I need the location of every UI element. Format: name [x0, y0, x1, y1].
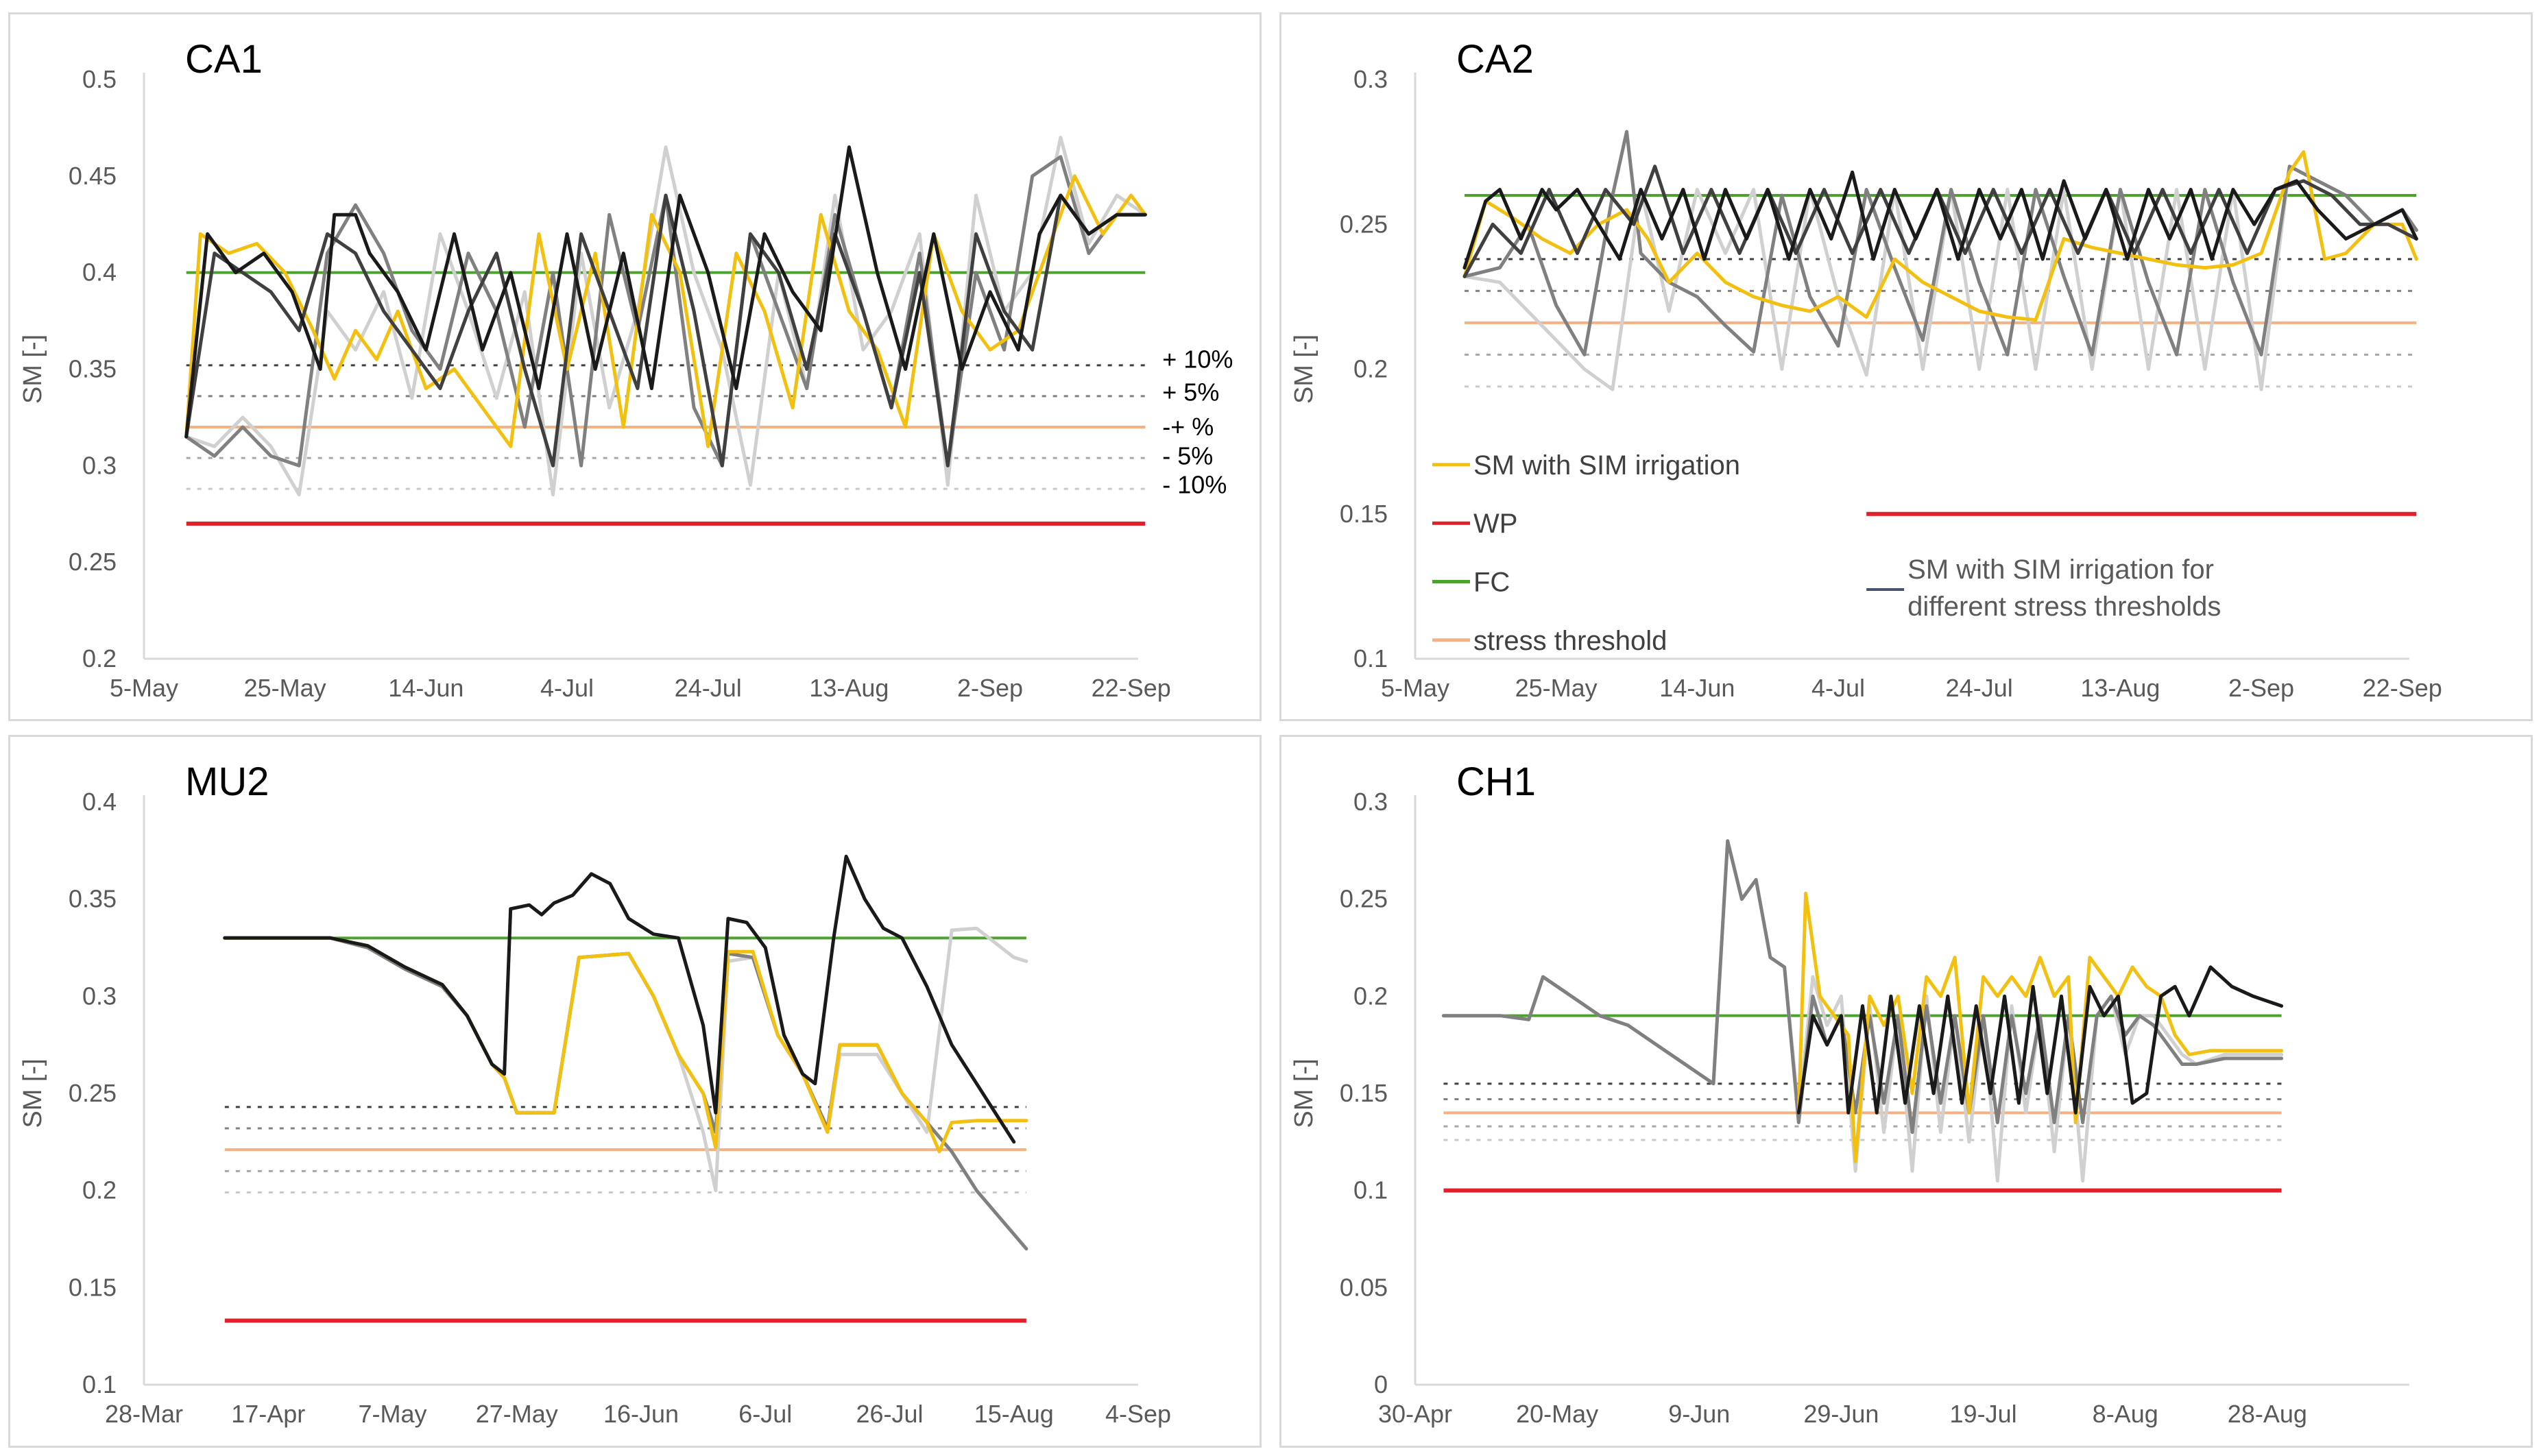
chart-1-x-tick-label: 13-Aug: [2080, 674, 2160, 702]
chart-1-legend-label-fc: FC: [1473, 567, 1510, 597]
chart-1-x-tick-label: 2-Sep: [2228, 674, 2294, 702]
chart-1-x-tick-label: 24-Jul: [1946, 674, 2013, 702]
chart-panel-mu2: 0.4 0.35 0.3 0.25 0.2 0.15 0.1 28-Mar 17-Apr 7-Ma…: [8, 735, 1262, 1448]
chart-2-x-tick-label: 17-Apr: [231, 1400, 305, 1428]
chart-2-x-tick-label: 7-May: [358, 1400, 426, 1428]
chart-0-x-tick-label: 25-May: [244, 674, 326, 702]
chart-2-y-tick-label: 0.35: [69, 885, 117, 913]
chart-2-y-tick-label: 0.4: [82, 788, 117, 816]
chart-3-y-tick-label: 0.3: [1353, 788, 1388, 816]
chart-panel-ch1: 0.3 0.25 0.2 0.15 0.1 0.05 0 30-Apr 20-May 9-Jun 2…: [1279, 735, 2533, 1448]
chart-3-x-tick-label: 8-Aug: [2093, 1400, 2158, 1428]
chart-3-y-tick-label: 0.05: [1340, 1273, 1388, 1301]
chart-2-series-line-5: [223, 936, 1028, 1251]
chart-1-series-line-sm-with-sim-irrigation: [1462, 150, 2418, 322]
chart-0-y-tick-label: 0.2: [82, 644, 117, 672]
chart-3-x-tick-label: 9-Jun: [1668, 1400, 1730, 1428]
chart-1-x-tick-label: 5-May: [1381, 674, 1449, 702]
chart-2-series-line-sm-with-sim-irrigation: [223, 936, 1028, 1154]
chart-0-y-tick-label: 0.35: [69, 355, 117, 383]
chart-1-legend-label-stress-thresholds-2: different stress thresholds: [1907, 592, 2221, 622]
chart-3-series-line-sm-with-sim-irrigation: [1796, 891, 2284, 1163]
chart-2-x-tick-label: 27-May: [476, 1400, 558, 1428]
chart-3-y-tick-label: 0.25: [1340, 885, 1388, 913]
chart-1-x-tick-label: 4-Jul: [1811, 674, 1865, 702]
chart-3-y-axis-label: SM [-]: [1290, 1058, 1318, 1128]
chart-2-y-tick-label: 0.15: [69, 1273, 117, 1301]
chart-2-x-tick-label: 6-Jul: [738, 1400, 792, 1428]
chart-0-y-tick-label: 0.4: [82, 258, 117, 287]
chart-3-y-tick-label: 0.2: [1353, 982, 1388, 1010]
chart-3-series-line-10: [1796, 965, 2284, 1115]
chart-2-y-axis-label: SM [-]: [19, 1058, 47, 1128]
chart-1-y-tick-label: 0.25: [1340, 210, 1388, 238]
chart-2-x-tick-label: 16-Jun: [603, 1400, 679, 1428]
chart-0-annotation-label: + 10%: [1162, 345, 1233, 373]
chart-1-x-tick-label: 14-Jun: [1659, 674, 1735, 702]
chart-svg-ca1: 0.5 0.45 0.4 0.35 0.3 0.25 0.25-May 25-May 14-Ju…: [19, 37, 1233, 702]
chart-0-series-line-sm-with-sim-irrigation: [184, 174, 1147, 448]
chart-0-annotation-label: - 10%: [1162, 471, 1227, 499]
chart-2-series-line-10: [223, 854, 1016, 1144]
chart-2-x-tick-label: 28-Mar: [105, 1400, 183, 1428]
chart-3-y-tick-label: 0.15: [1340, 1079, 1388, 1107]
chart-0-annotation-label: + 5%: [1162, 378, 1219, 406]
chart-3-title: CH1: [1456, 760, 1536, 804]
chart-3-x-tick-label: 30-Apr: [1378, 1400, 1452, 1428]
chart-2-x-tick-label: 4-Sep: [1105, 1400, 1171, 1428]
chart-0-y-tick-label: 0.45: [69, 162, 117, 190]
chart-1-legend-label-sm-with-sim-irrigation: SM with SIM irrigation: [1473, 450, 1740, 481]
chart-0-y-tick-label: 0.25: [69, 548, 117, 576]
chart-1-x-tick-label: 22-Sep: [2363, 674, 2442, 702]
chart-2-series-line-10: [223, 926, 1028, 1193]
chart-1-y-axis-label: SM [-]: [1290, 335, 1318, 404]
chart-0-x-tick-label: 4-Jul: [540, 674, 594, 702]
chart-1-legend-label-wp: WP: [1473, 509, 1517, 539]
chart-0-x-tick-label: 24-Jul: [675, 674, 742, 702]
chart-0-series-line-10: [184, 145, 1147, 439]
chart-2-y-tick-label: 0.3: [82, 982, 117, 1010]
chart-2-title: MU2: [185, 760, 269, 804]
chart-1-legend-label-stress-threshold: stress threshold: [1473, 626, 1667, 656]
chart-1-y-tick-label: 0.15: [1340, 500, 1388, 528]
chart-3-x-tick-label: 19-Jul: [1950, 1400, 2017, 1428]
chart-1-y-tick-label: 0.2: [1353, 355, 1388, 383]
chart-0-y-tick-label: 0.5: [82, 65, 117, 93]
chart-0-x-tick-label: 22-Sep: [1092, 674, 1171, 702]
chart-0-annotation-label: - 5%: [1162, 441, 1213, 470]
chart-1-y-tick-label: 0.1: [1353, 644, 1388, 672]
chart-0-annotation-label: -+ %: [1162, 413, 1214, 441]
chart-2-y-tick-label: 0.1: [82, 1370, 117, 1398]
chart-2-x-tick-label: 26-Jul: [856, 1400, 923, 1428]
chart-1-title: CA2: [1456, 37, 1534, 82]
chart-0-series-line-5: [184, 193, 1147, 468]
chart-2-y-tick-label: 0.2: [82, 1176, 117, 1204]
chart-panel-ca1: 0.5 0.45 0.4 0.35 0.3 0.25 0.2 5-May 25-May 14-Ju…: [8, 12, 1262, 721]
chart-3-x-tick-label: 29-Jun: [1803, 1400, 1879, 1428]
chart-1-y-tick-label: 0.3: [1353, 65, 1388, 93]
chart-2-y-tick-label: 0.25: [69, 1079, 117, 1107]
chart-1-series-line-5: [1462, 130, 2418, 356]
chart-0-y-axis-label: SM [-]: [19, 335, 47, 404]
chart-1-x-tick-label: 25-May: [1515, 674, 1598, 702]
chart-3-series-line-5: [1441, 839, 2284, 1135]
chart-0-title: CA1: [185, 37, 263, 82]
chart-0-x-tick-label: 13-Aug: [809, 674, 889, 702]
chart-0-x-tick-label: 2-Sep: [957, 674, 1023, 702]
chart-3-y-tick-label: 0.1: [1353, 1176, 1388, 1204]
chart-0-x-tick-label: 5-May: [110, 674, 178, 702]
chart-0-x-tick-label: 14-Jun: [388, 674, 463, 702]
chart-svg-ca2: 0.3 0.25 0.2 0.15 0.15-May 25-May 14-Jun 4-Jul 2…: [1290, 37, 2442, 702]
chart-3-x-tick-label: 28-Aug: [2228, 1400, 2307, 1428]
chart-svg-mu2: 0.4 0.35 0.3 0.25 0.2 0.15 0.128-Mar 17-Apr 7-Ma…: [19, 760, 1171, 1428]
chart-3-y-tick-label: 0: [1374, 1370, 1388, 1398]
chart-2-x-tick-label: 15-Aug: [974, 1400, 1054, 1428]
chart-0-series-line-10: [184, 136, 1147, 497]
chart-3-x-tick-label: 20-May: [1516, 1400, 1598, 1428]
chart-panel-ca2: 0.3 0.25 0.2 0.15 0.1 5-May 25-May 14-Jun 4-Jul 2…: [1279, 12, 2533, 721]
chart-1-legend-label-stress-thresholds-1: SM with SIM irrigation for: [1907, 555, 2214, 585]
chart-0-y-tick-label: 0.3: [82, 451, 117, 479]
chart-svg-ch1: 0.3 0.25 0.2 0.15 0.1 0.05 030-Apr 20-May 9-Jun 2…: [1290, 760, 2409, 1428]
chart-1-series-line-10: [1462, 170, 2418, 270]
